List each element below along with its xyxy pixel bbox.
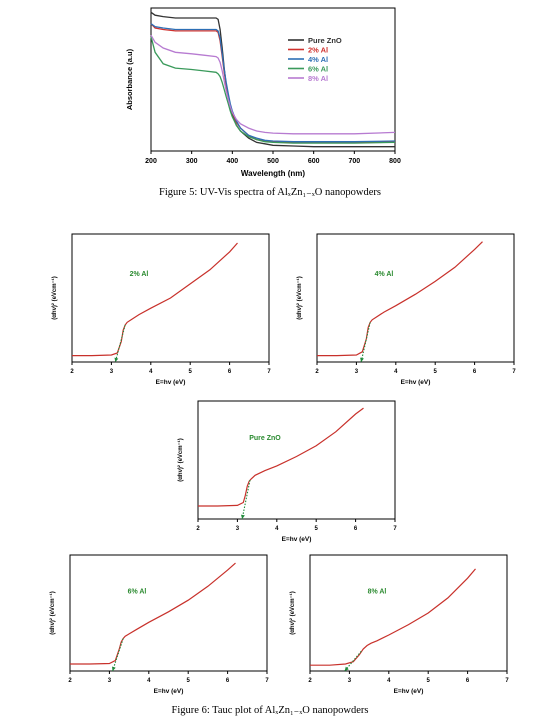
legend-label-1: 2% Al <box>308 46 328 55</box>
extrapolation-arrowhead <box>241 514 245 519</box>
x-axis-label: E=hv (eV) <box>282 536 312 543</box>
extrapolation-line <box>114 324 126 363</box>
x-tick-label: 3 <box>355 369 359 375</box>
tauc-panel-6al: 2 3 4 5 6 7 E=hv (eV) (αhν)² (eVcm⁻¹) 6% Al <box>40 547 276 705</box>
x-tick-label: 6 <box>228 369 232 375</box>
x-tick-label: 5 <box>434 369 438 375</box>
extrapolation-arrowhead <box>114 357 119 362</box>
x-tick-label: 5 <box>187 678 191 684</box>
x-tick-label: 4 <box>275 526 279 532</box>
x-tick-label: 6 <box>354 526 358 532</box>
x-tick-label: 500 <box>267 158 279 165</box>
x-tick-label: 4 <box>387 678 391 684</box>
x-axis-label: E=hv (eV) <box>394 688 424 695</box>
x-tick-label: 4 <box>149 369 153 375</box>
uvvis-panel: 200 300 400 500 600 700 800 Wavelength (nm) Abso… <box>120 0 405 182</box>
tauc-panel-pure: 2 3 4 5 6 7 E=hv (eV) (αhν)² (eVcm⁻¹) Pure ZnO <box>168 393 404 553</box>
extrapolation-line <box>360 322 371 363</box>
x-axis-label: Wavelength (nm) <box>241 169 305 178</box>
x-tick-label: 3 <box>108 678 112 684</box>
x-tick-label: 2 <box>196 526 200 532</box>
tauc-curve <box>198 407 364 507</box>
series-line-1 <box>150 23 396 144</box>
x-tick-label: 7 <box>267 369 271 375</box>
x-tick-label: 5 <box>315 526 319 532</box>
x-tick-label: 7 <box>512 369 516 375</box>
legend-label-4: 8% Al <box>308 74 328 83</box>
x-tick-label: 4 <box>147 678 151 684</box>
x-tick-label: 700 <box>348 158 360 165</box>
x-tick-label: 4 <box>394 369 398 375</box>
figure6-caption: Figure 6: Tauc plot of AlₓZn₁₋ₓO nanopow… <box>171 705 369 716</box>
tauc-panel-4al: 2 3 4 5 6 7 E=hv (eV) (αhν)² (eVcm⁻¹) 4% Al <box>287 226 523 396</box>
series-line-4 <box>150 34 396 135</box>
plot-frame <box>197 400 396 520</box>
x-tick-label: 200 <box>145 158 157 165</box>
x-axis-label: E=hv (eV) <box>156 379 186 386</box>
extrapolation-line <box>112 638 124 672</box>
sample-annotation: 6% Al <box>128 588 147 595</box>
extrapolation-arrowhead <box>344 666 349 671</box>
x-tick-label: 7 <box>505 678 509 684</box>
y-axis-label: (αhν)² (eVcm⁻¹) <box>296 276 303 320</box>
tauc-chart-2al: 2 3 4 5 6 7 E=hv (eV) (αhν)² (eVcm⁻¹) 2% Al <box>51 233 271 386</box>
y-axis-label: (αhν)² (eVcm⁻¹) <box>289 591 296 635</box>
x-tick-label: 3 <box>110 369 114 375</box>
x-axis-label: E=hv (eV) <box>154 688 184 695</box>
x-tick-label: 2 <box>70 369 74 375</box>
y-axis-label: Absorbance (a.u) <box>125 48 134 110</box>
tauc-curve <box>317 241 483 357</box>
series-line-0 <box>150 11 395 148</box>
tauc-curve <box>310 568 476 666</box>
plot-frame <box>71 233 270 363</box>
tauc-curve <box>70 562 236 665</box>
figure5-caption: Figure 5: UV-Vis spectra of AlₓZn₁₋ₓO na… <box>159 187 381 198</box>
y-axis-label: (αhν)² (eVcm⁻¹) <box>51 276 58 320</box>
x-tick-label: 600 <box>308 158 320 165</box>
x-tick-label: 800 <box>389 158 401 165</box>
tauc-curve <box>72 242 238 357</box>
plot-frame <box>316 233 515 363</box>
x-tick-label: 300 <box>186 158 198 165</box>
y-axis-label: (αhν)² (eVcm⁻¹) <box>49 591 56 635</box>
sample-annotation: 8% Al <box>368 588 387 595</box>
x-tick-label: 6 <box>226 678 230 684</box>
x-tick-label: 3 <box>236 526 240 532</box>
extrapolation-arrowhead <box>360 357 364 362</box>
x-tick-label: 6 <box>473 369 477 375</box>
legend-label-3: 6% Al <box>308 65 328 74</box>
x-tick-label: 2 <box>315 369 319 375</box>
tauc-panel-8al: 2 3 4 5 6 7 E=hv (eV) (αhν)² (eVcm⁻¹) 8% Al <box>280 547 516 705</box>
extrapolation-line <box>344 650 362 672</box>
tauc-chart-8al: 2 3 4 5 6 7 E=hv (eV) (αhν)² (eVcm⁻¹) 8% Al <box>289 554 509 695</box>
y-axis-label: (αhν)² (eVcm⁻¹) <box>177 438 184 482</box>
x-tick-label: 400 <box>226 158 238 165</box>
x-axis-label: E=hv (eV) <box>401 379 431 386</box>
extrapolation-arrowhead <box>112 666 116 671</box>
x-tick-label: 2 <box>68 678 72 684</box>
x-tick-label: 6 <box>466 678 470 684</box>
series-line-2 <box>150 23 396 143</box>
tauc-chart-4al: 2 3 4 5 6 7 E=hv (eV) (αhν)² (eVcm⁻¹) 4% Al <box>296 233 516 386</box>
plot-frame <box>69 554 268 672</box>
x-tick-label: 7 <box>393 526 397 532</box>
tauc-chart-pure-zno: 2 3 4 5 6 7 E=hv (eV) (αhν)² (eVcm⁻¹) Pure ZnO <box>177 400 397 543</box>
x-tick-label: 7 <box>265 678 269 684</box>
uvvis-chart: 200 300 400 500 600 700 800 Wavelength (nm) Abso… <box>125 7 401 178</box>
legend-label-0: Pure ZnO <box>308 36 342 45</box>
tauc-chart-6al: 2 3 4 5 6 7 E=hv (eV) (αhν)² (eVcm⁻¹) 6% Al <box>49 554 269 695</box>
sample-annotation: 2% Al <box>130 271 149 278</box>
x-tick-label: 5 <box>189 369 193 375</box>
x-tick-label: 5 <box>427 678 431 684</box>
legend-label-2: 4% Al <box>308 55 328 64</box>
x-tick-label: 3 <box>348 678 352 684</box>
series-line-3 <box>150 36 396 144</box>
sample-annotation: Pure ZnO <box>249 435 281 442</box>
extrapolation-line <box>241 479 251 520</box>
sample-annotation: 4% Al <box>375 271 394 278</box>
x-tick-label: 2 <box>308 678 312 684</box>
tauc-panel-2al: 2 3 4 5 6 7 E=hv (eV) (αhν)² (eVcm⁻¹) 2% Al <box>42 226 278 396</box>
plot-frame <box>309 554 508 672</box>
